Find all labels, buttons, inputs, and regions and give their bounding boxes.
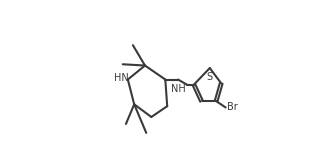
Text: HN: HN xyxy=(115,73,129,83)
Text: Br: Br xyxy=(227,102,237,112)
Text: S: S xyxy=(206,72,212,82)
Text: NH: NH xyxy=(171,84,186,94)
